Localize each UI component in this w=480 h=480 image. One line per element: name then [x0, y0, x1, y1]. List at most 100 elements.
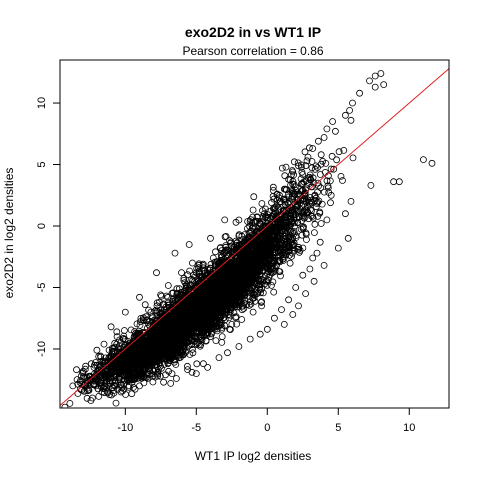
data-point-4813 [259, 214, 267, 222]
data-point-4464 [251, 271, 259, 279]
data-point-2542 [201, 297, 209, 305]
data-point-1380 [218, 338, 226, 346]
data-point-2302 [169, 289, 177, 297]
data-point-4792 [282, 234, 289, 242]
data-point-3693 [179, 316, 187, 324]
data-point-3300 [124, 377, 132, 385]
data-point-928 [158, 292, 165, 300]
data-point-4886 [273, 229, 281, 237]
data-point-3671 [129, 383, 137, 391]
data-point-2102 [270, 288, 278, 296]
data-point-4661 [229, 259, 237, 267]
data-point-4503 [186, 267, 194, 275]
data-point-4443 [265, 273, 273, 281]
data-point-2894 [192, 322, 200, 330]
data-point-1078 [233, 320, 241, 328]
data-point-2303 [157, 291, 165, 299]
data-point-3720 [204, 324, 212, 332]
data-point-4528 [246, 267, 254, 275]
data-point-4490 [255, 277, 263, 285]
data-point-4146 [257, 299, 265, 306]
data-point-4682 [219, 291, 227, 298]
data-point-4876 [299, 191, 307, 199]
data-point-4714 [311, 165, 319, 173]
data-point-4881 [297, 175, 305, 183]
data-point-4636 [230, 246, 238, 253]
data-point-3785 [175, 339, 183, 347]
data-point-551 [192, 341, 200, 349]
data-point-1481 [165, 367, 173, 375]
chart-subtitle: Pearson correlation = 0.86 [182, 44, 323, 58]
data-point-2428 [156, 372, 164, 380]
data-point-627 [225, 314, 233, 322]
data-point-4552 [299, 224, 307, 231]
data-point-3692 [154, 339, 162, 347]
data-point-4604 [278, 245, 285, 253]
data-point-4697 [231, 269, 239, 277]
data-point-4226 [276, 268, 284, 276]
data-point-1995 [154, 372, 162, 380]
data-point-4753 [296, 246, 304, 254]
data-point-4674 [215, 276, 223, 284]
data-point-4979 [83, 374, 91, 382]
data-point-4557 [208, 281, 216, 289]
data-point-4913 [258, 254, 266, 262]
data-point-3735 [155, 365, 162, 373]
data-point-4896 [268, 212, 276, 220]
data-point-1323 [183, 362, 191, 370]
data-point-4449 [192, 285, 200, 293]
data-point-4192 [218, 251, 225, 259]
data-point-4976 [131, 332, 139, 340]
data-point-3773 [151, 343, 159, 351]
data-point-378 [164, 282, 172, 289]
data-point-3699 [173, 324, 181, 332]
data-point-4613 [195, 300, 203, 308]
data-point-3223 [198, 336, 206, 344]
data-point-2450 [277, 272, 284, 280]
data-point-4375 [231, 297, 239, 305]
data-point-3638 [110, 389, 118, 397]
data-point-4622 [248, 270, 255, 278]
data-point-3479 [180, 321, 188, 329]
data-point-2577 [208, 324, 216, 331]
data-point-4658 [210, 291, 218, 298]
data-point-4793 [312, 203, 320, 211]
data-point-3695 [150, 345, 158, 352]
data-point-4838 [253, 249, 261, 257]
data-point-4855 [266, 237, 274, 244]
data-point-3655 [171, 319, 179, 327]
data-point-2425 [263, 277, 271, 285]
data-point-3635 [133, 320, 141, 328]
data-point-4536 [248, 224, 256, 232]
data-point-4603 [242, 246, 250, 254]
data-point-3754 [169, 335, 176, 343]
data-point-3298 [83, 394, 91, 402]
chart-title: exo2D2 in vs WT1 IP [185, 24, 321, 40]
data-point-4370 [233, 303, 241, 311]
data-point-4920 [66, 399, 74, 407]
data-point-517 [178, 269, 185, 277]
data-point-3489 [178, 347, 186, 355]
data-points [61, 70, 436, 408]
data-point-4915 [268, 223, 275, 231]
data-point-4780 [289, 234, 297, 242]
data-point-4911 [289, 242, 297, 250]
data-point-3639 [123, 374, 131, 382]
data-point-4569 [237, 277, 245, 285]
data-point-4745 [337, 172, 345, 180]
data-point-2533 [202, 276, 210, 284]
data-point-4809 [269, 230, 276, 238]
data-point-4574 [211, 258, 219, 266]
data-point-3603 [182, 336, 190, 344]
data-point-3385 [120, 332, 128, 340]
data-point-4660 [254, 265, 262, 273]
data-point-3761 [162, 340, 170, 348]
data-point-875 [211, 248, 219, 256]
data-point-3961 [222, 232, 230, 240]
data-point-3771 [166, 335, 174, 342]
data-point-4842 [269, 205, 277, 213]
data-point-3487 [132, 330, 140, 337]
data-point-4620 [231, 249, 238, 257]
data-point-4909 [252, 233, 259, 241]
data-point-4818 [282, 229, 290, 237]
